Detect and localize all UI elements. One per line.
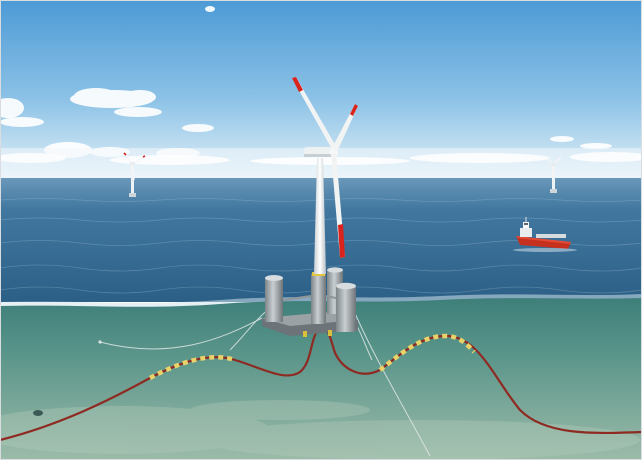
rotor-blades (292, 77, 358, 258)
seabed (0, 400, 640, 460)
cable-float-icons (148, 333, 476, 380)
distant-wind-turbine-right (545, 155, 562, 193)
distant-wind-turbine-left (123, 152, 146, 197)
support-vessel-icon (513, 217, 577, 252)
floating-platform (262, 267, 358, 337)
seabed-rock (33, 410, 43, 416)
floating-wind-turbine (292, 77, 358, 274)
underwater (0, 298, 642, 460)
